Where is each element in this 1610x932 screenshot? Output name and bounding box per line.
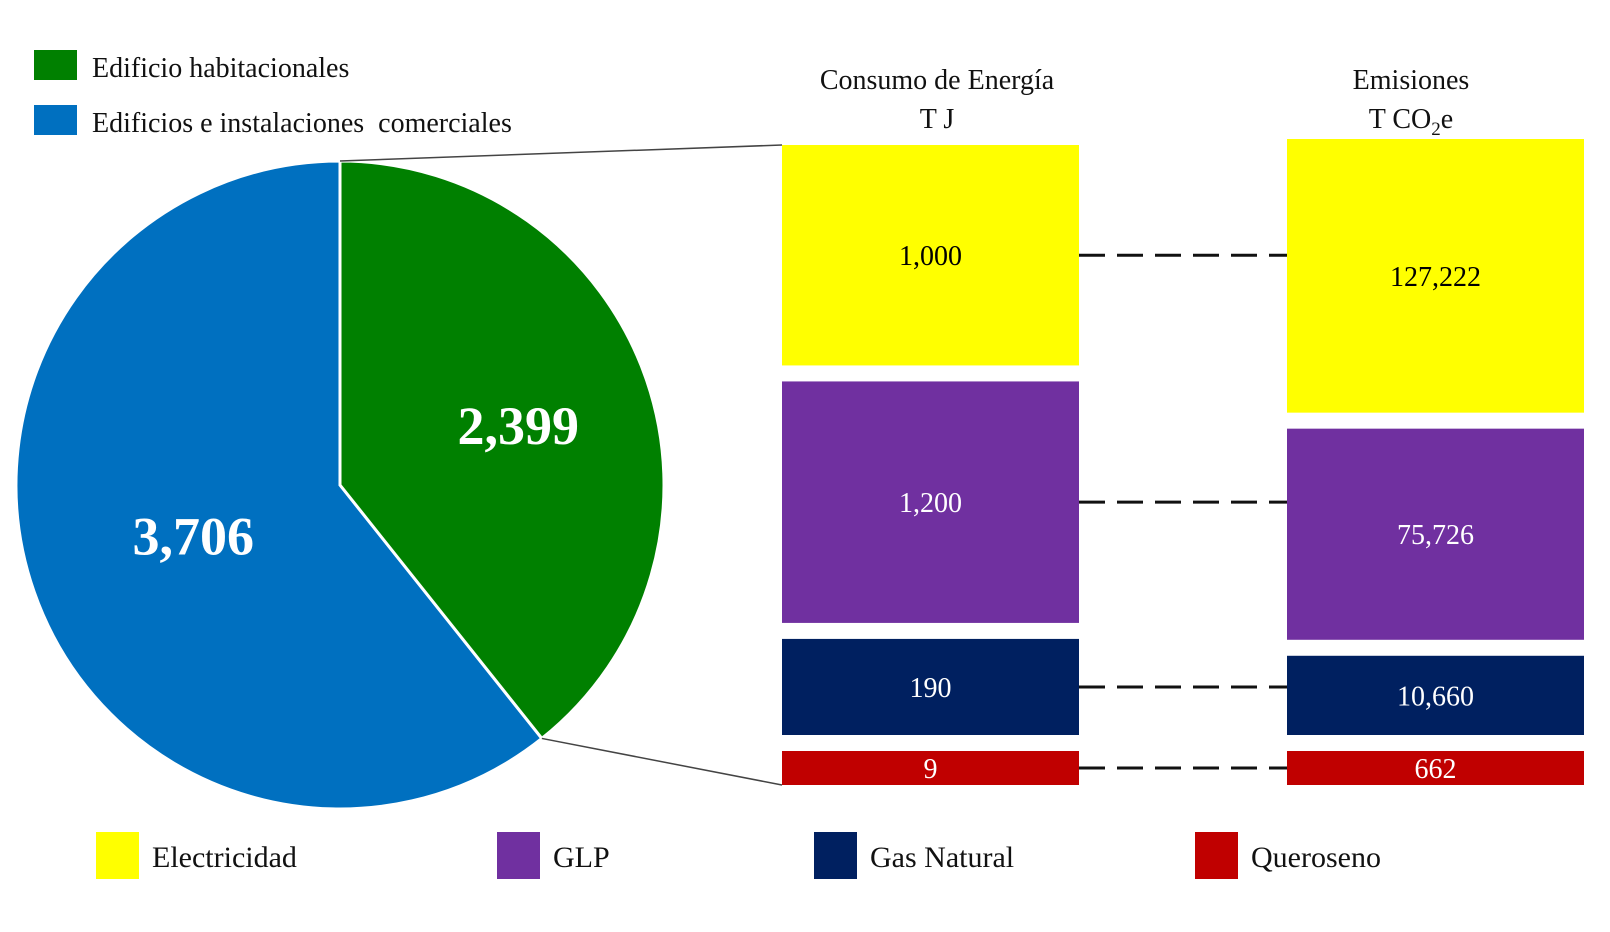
column-titles: Consumo de Energía T J Emisiones T CO2e	[820, 65, 1470, 140]
energy-column-title-line2: T J	[920, 104, 955, 135]
emissions-bar-1	[1287, 428, 1584, 640]
energy-bar-label-3: 9	[924, 754, 938, 785]
emissions-bar-label-2: 10,660	[1397, 681, 1474, 712]
pie-legend-swatch-1	[34, 105, 77, 135]
emissions-bar-2	[1287, 655, 1584, 735]
fuel-legend-label-0: Electricidad	[152, 841, 297, 874]
emissions-bar-label-3: 662	[1415, 754, 1457, 785]
energy-bar-label-2: 190	[910, 673, 952, 704]
energy-column-title-line1: Consumo de Energía	[820, 65, 1055, 96]
pie-legend-label-0: Edificio habitacionales	[92, 53, 349, 84]
fuel-legend: Electricidad GLP Gas Natural Queroseno	[96, 832, 1381, 879]
pie: 2,399 3,706	[14, 159, 666, 811]
pie-slice-0	[338, 159, 666, 741]
fuel-legend-swatch-1	[497, 832, 540, 879]
pie-legend-label-1: Edificios e instalaciones comerciales	[92, 108, 512, 139]
pie-legend-swatch-0	[34, 50, 77, 80]
pie-slice-1	[14, 159, 544, 811]
energy-bar-label-1: 1,200	[899, 488, 962, 519]
fuel-legend-swatch-3	[1195, 832, 1238, 879]
pie-slice-label-1: 3,706	[132, 506, 254, 566]
bar-dash-links	[1079, 253, 1287, 770]
fuel-legend-label-2: Gas Natural	[870, 841, 1014, 874]
emissions-bar-label-1: 75,726	[1397, 520, 1474, 551]
emissions-bar-3	[1287, 751, 1584, 785]
pie-legend: Edificio habitacionales Edificios e inst…	[34, 50, 512, 139]
emissions-column-title-line2: T CO2e	[1369, 104, 1453, 140]
connector-line-bottom	[541, 737, 783, 786]
fuel-legend-swatch-0	[96, 832, 139, 879]
pie-slice-label-0: 2,399	[457, 396, 579, 456]
emissions-column-title-line1: Emisiones	[1353, 65, 1470, 96]
energy-bar-0	[782, 145, 1079, 366]
energy-bar-1	[782, 381, 1079, 623]
fuel-legend-swatch-2	[814, 832, 857, 879]
fuel-legend-label-3: Queroseno	[1251, 841, 1381, 874]
emissions-title-suffix: e	[1441, 104, 1453, 135]
connector-line-top	[339, 144, 783, 162]
energy-bar-stack: 1,000 1,200 190 9	[782, 145, 1079, 785]
emissions-bar-label-0: 127,222	[1390, 262, 1481, 293]
emissions-bar-stack: 127,222 75,726 10,660 662	[1287, 139, 1584, 785]
fuel-legend-label-1: GLP	[553, 841, 610, 874]
emissions-bar-0	[1287, 139, 1584, 413]
energy-bar-label-0: 1,000	[899, 241, 962, 272]
emissions-title-prefix: T CO	[1369, 104, 1432, 135]
energy-bar-2	[782, 638, 1079, 735]
energy-bar-3	[782, 751, 1079, 785]
emissions-title-subscript: 2	[1431, 119, 1441, 140]
